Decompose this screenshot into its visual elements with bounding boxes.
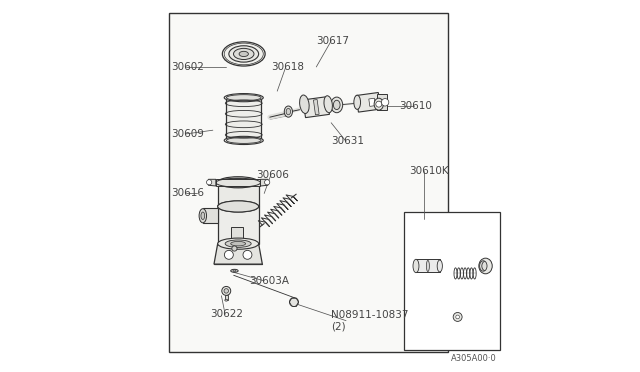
Polygon shape — [260, 179, 268, 186]
Ellipse shape — [354, 95, 360, 109]
Ellipse shape — [232, 241, 243, 246]
Ellipse shape — [331, 97, 342, 113]
Text: 30606: 30606 — [256, 170, 289, 180]
Ellipse shape — [333, 100, 340, 109]
Text: 30610: 30610 — [399, 101, 432, 111]
Ellipse shape — [284, 106, 292, 117]
Ellipse shape — [413, 259, 419, 273]
Polygon shape — [369, 98, 375, 106]
Polygon shape — [376, 94, 387, 110]
Bar — [404, 212, 500, 350]
Ellipse shape — [218, 201, 259, 212]
Circle shape — [225, 250, 234, 259]
Ellipse shape — [227, 137, 261, 143]
Circle shape — [456, 315, 460, 319]
Ellipse shape — [225, 299, 228, 301]
Circle shape — [222, 286, 231, 295]
Circle shape — [207, 180, 212, 185]
Polygon shape — [214, 244, 262, 264]
Ellipse shape — [324, 96, 332, 113]
Bar — [216, 179, 260, 186]
Ellipse shape — [233, 270, 236, 272]
Ellipse shape — [239, 51, 248, 57]
Ellipse shape — [234, 48, 254, 60]
Bar — [203, 208, 218, 223]
Ellipse shape — [286, 109, 291, 115]
Polygon shape — [303, 97, 330, 118]
Polygon shape — [416, 260, 440, 272]
Ellipse shape — [224, 137, 263, 144]
Text: 30617: 30617 — [316, 36, 349, 46]
Ellipse shape — [437, 260, 442, 272]
Text: 30622: 30622 — [211, 310, 243, 319]
Ellipse shape — [300, 95, 309, 113]
Text: 30609: 30609 — [172, 129, 204, 139]
Ellipse shape — [231, 269, 238, 272]
Polygon shape — [356, 93, 381, 112]
Polygon shape — [314, 100, 319, 115]
Bar — [218, 206, 259, 244]
Text: N08911-10837
(2): N08911-10837 (2) — [331, 310, 409, 331]
Ellipse shape — [227, 95, 261, 101]
Circle shape — [224, 289, 228, 293]
Ellipse shape — [199, 209, 207, 223]
Text: A305A00·0: A305A00·0 — [451, 354, 497, 363]
Bar — [226, 98, 261, 140]
Ellipse shape — [479, 258, 492, 274]
Ellipse shape — [479, 261, 487, 271]
Bar — [232, 227, 243, 244]
Circle shape — [264, 180, 270, 185]
Ellipse shape — [218, 201, 259, 212]
Circle shape — [289, 298, 298, 307]
Text: 30603A: 30603A — [250, 276, 289, 286]
Ellipse shape — [225, 240, 251, 247]
Circle shape — [376, 101, 381, 107]
Ellipse shape — [426, 260, 429, 272]
Ellipse shape — [218, 177, 259, 188]
Ellipse shape — [201, 212, 205, 219]
Ellipse shape — [231, 241, 246, 246]
Polygon shape — [209, 179, 216, 186]
Ellipse shape — [229, 46, 259, 62]
Text: 30616: 30616 — [172, 189, 204, 198]
Circle shape — [453, 312, 462, 321]
Ellipse shape — [222, 42, 265, 66]
Text: 30631: 30631 — [331, 137, 364, 146]
Bar — [225, 295, 228, 300]
Bar — [170, 13, 449, 352]
Text: 30618: 30618 — [271, 62, 304, 72]
Circle shape — [232, 246, 237, 251]
Ellipse shape — [218, 238, 259, 249]
Circle shape — [243, 250, 252, 259]
Bar — [218, 182, 259, 206]
Ellipse shape — [224, 94, 263, 102]
Circle shape — [381, 99, 389, 106]
Ellipse shape — [224, 179, 252, 186]
Text: 30602: 30602 — [172, 62, 204, 72]
Text: 30610K: 30610K — [410, 166, 449, 176]
Ellipse shape — [374, 98, 383, 110]
